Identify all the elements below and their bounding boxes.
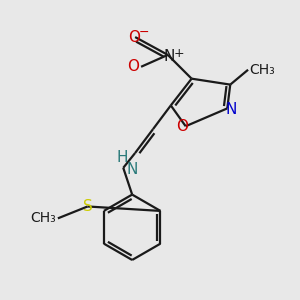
- Text: H: H: [116, 150, 128, 165]
- Text: +: +: [174, 47, 185, 60]
- Text: −: −: [139, 26, 149, 39]
- Text: N: N: [126, 162, 138, 177]
- Text: N: N: [164, 49, 175, 64]
- Text: N: N: [226, 102, 237, 117]
- Text: O: O: [176, 119, 188, 134]
- Text: O: O: [128, 30, 140, 45]
- Text: CH₃: CH₃: [250, 63, 275, 77]
- Text: S: S: [83, 199, 92, 214]
- Text: CH₃: CH₃: [31, 212, 56, 225]
- Text: O: O: [127, 59, 139, 74]
